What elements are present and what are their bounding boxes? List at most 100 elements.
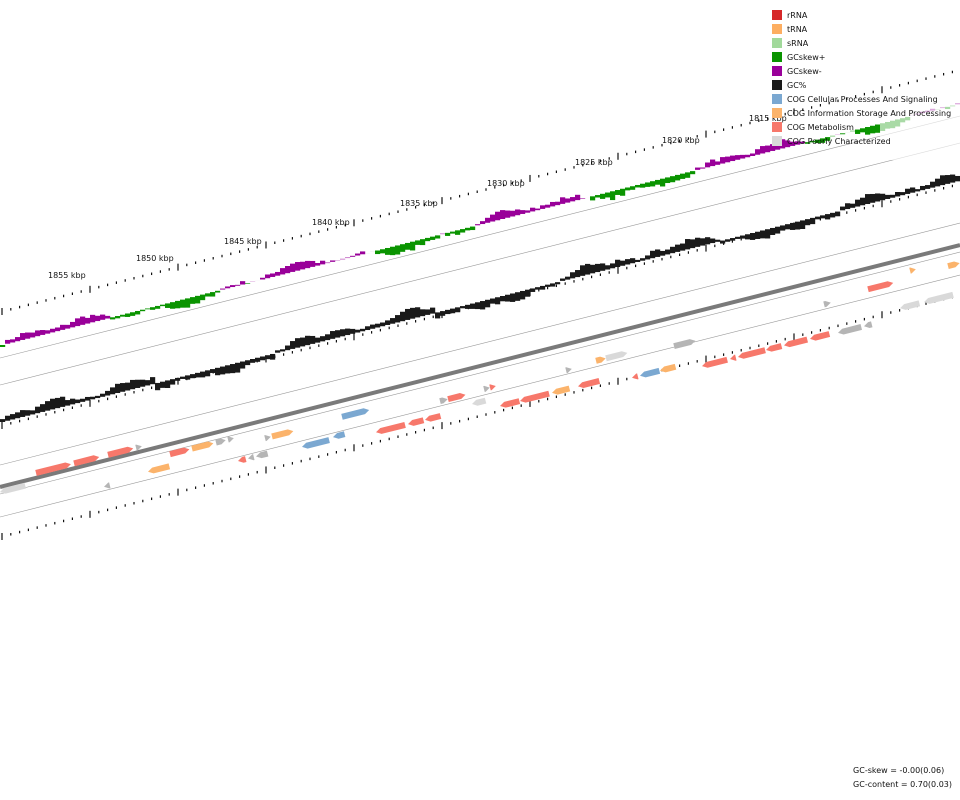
- scale-label: 1820 kbp: [662, 136, 700, 145]
- gc-content-bar: [780, 225, 786, 231]
- legend-swatch: [772, 136, 782, 146]
- gc-skew-plus-bar: [185, 298, 191, 308]
- gc-content-bar: [465, 304, 471, 309]
- legend-item-cog-information: COG Information Storage And Processing: [772, 106, 951, 120]
- gene-arrow: [248, 454, 255, 461]
- gc-content-bar: [445, 309, 451, 315]
- gene-arrow: [605, 351, 628, 362]
- gc-content-bar: [115, 383, 121, 394]
- gc-skew-plus-bar: [425, 237, 431, 242]
- gc-skew-minus-bar: [280, 268, 286, 275]
- gc-skew-minus-bar: [520, 210, 526, 214]
- gc-skew-minus-bar: [360, 251, 366, 255]
- gc-content-bar: [940, 175, 946, 186]
- gc-skew-plus-bar: [445, 232, 451, 236]
- gc-skew-minus-bar: [755, 149, 761, 155]
- gc-skew-minus-bar: [745, 154, 751, 158]
- gene-arrow: [730, 354, 737, 361]
- gc-skew-plus-bar: [450, 231, 456, 234]
- gc-skew-minus-bar: [555, 201, 561, 206]
- scale-label: 1845 kbp: [224, 237, 262, 246]
- gc-content-bar: [80, 398, 86, 402]
- backbone-line: [0, 243, 960, 489]
- gc-skew-plus-bar: [660, 178, 666, 187]
- gc-content-bar: [225, 365, 231, 374]
- gc-content-bar: [820, 215, 826, 219]
- gc-skew-plus-bar: [135, 310, 141, 315]
- track-guide-line: [0, 274, 960, 518]
- gc-content-bar: [420, 309, 426, 317]
- gc-content-bar: [45, 401, 51, 411]
- gc-content-bar: [730, 238, 736, 241]
- gc-skew-plus-bar: [855, 129, 861, 134]
- gc-skew-minus-bar: [500, 210, 506, 219]
- gc-content-bar: [705, 237, 711, 245]
- gc-skew-plus-bar: [630, 186, 636, 190]
- gc-skew-plus-bar: [380, 249, 386, 254]
- gc-content-bar: [140, 379, 146, 387]
- gc-skew-plus-bar: [810, 140, 816, 143]
- gc-content-bar: [715, 239, 721, 242]
- gc-content-bar: [475, 302, 481, 310]
- gc-content-bar: [540, 285, 546, 290]
- gc-skew-plus-bar: [625, 187, 631, 191]
- gc-content-bar: [280, 349, 286, 352]
- gc-content-bar: [835, 211, 841, 217]
- gc-skew-plus-bar: [410, 241, 416, 251]
- gc-skew-plus-bar: [170, 302, 176, 309]
- gc-content-bar: [615, 259, 621, 268]
- gc-content-bar: [350, 328, 356, 334]
- gc-content-bar: [360, 328, 366, 332]
- gc-content-track: [0, 174, 960, 422]
- gc-skew-minus-bar: [355, 253, 361, 256]
- gc-content-bar: [25, 410, 31, 416]
- gc-content-bar: [685, 239, 691, 250]
- gc-content-bar: [525, 289, 531, 297]
- legend-item-rrna: rRNA: [772, 8, 951, 22]
- gc-content-bar: [130, 379, 136, 390]
- gc-content-bar: [790, 222, 796, 230]
- gc-content-bar: [555, 282, 561, 285]
- gc-content-bar: [220, 366, 226, 375]
- gene-arrow: [408, 417, 425, 426]
- gc-content-bar: [825, 214, 831, 220]
- gc-content-bar: [910, 187, 916, 193]
- gc-content-bar: [55, 397, 61, 409]
- gc-skew-minus-bar: [480, 221, 486, 225]
- gc-content-bar: [150, 377, 156, 385]
- gc-content-bar: [885, 194, 891, 199]
- legend-swatch: [772, 38, 782, 48]
- gc-skew-minus-bar: [560, 197, 566, 204]
- gc-skew-minus-bar: [800, 141, 806, 144]
- gene-arrow: [264, 435, 271, 442]
- gc-skew-minus-bar: [85, 317, 91, 324]
- gc-content-bar: [125, 382, 131, 391]
- gc-content-bar: [560, 278, 566, 281]
- gc-content-bar: [460, 306, 466, 309]
- legend-label: COG Poorly Characterized: [787, 136, 891, 146]
- gc-content-bar: [580, 265, 586, 276]
- gc-skew-minus-bar: [100, 314, 106, 320]
- gc-content-bar: [160, 381, 166, 388]
- legend-item-cog-cellular: COG Cellular Processes And Signaling: [772, 92, 951, 106]
- gc-skew-plus-bar: [690, 171, 696, 175]
- stats-panel: GC-skew = -0.00(0.06) GC-content = 0.70(…: [853, 764, 952, 792]
- gene-arrow: [738, 347, 766, 359]
- gene-arrow: [333, 431, 346, 439]
- gc-skew-plus-bar: [460, 229, 466, 233]
- gc-skew-minus-bar: [720, 157, 726, 164]
- gc-skew-plus-bar: [395, 245, 401, 255]
- gc-content-bar: [915, 189, 921, 192]
- track-guide-line: [0, 251, 960, 495]
- gene-arrow: [256, 450, 269, 459]
- gc-content-bar: [725, 239, 731, 242]
- gc-skew-minus-bar: [330, 260, 336, 262]
- gc-content-bar: [185, 375, 191, 380]
- gc-skew-minus-bar: [35, 330, 41, 337]
- gc-content-bar: [630, 258, 636, 264]
- legend-swatch: [772, 122, 782, 132]
- gc-skew-minus-bar: [55, 327, 61, 332]
- gc-skew-minus-bar: [70, 321, 76, 328]
- gc-content-bar: [950, 174, 956, 183]
- gc-skew-plus-bar: [430, 236, 436, 240]
